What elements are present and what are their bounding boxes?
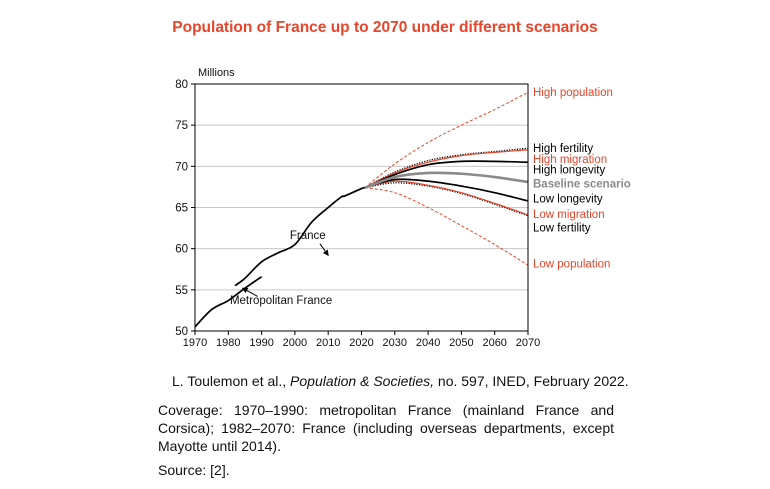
- y-axis-label: Millions: [198, 67, 235, 79]
- annotation-france: France: [290, 230, 326, 242]
- series-line-high-population: [364, 91, 529, 189]
- x-tick-label: 2060: [482, 337, 506, 349]
- scenario-label: Low migration: [533, 209, 605, 221]
- x-tick-label: 2010: [316, 337, 340, 349]
- series-line-low-fertility: [364, 182, 529, 217]
- x-tick-label: 2050: [449, 337, 473, 349]
- y-tick-label: 75: [175, 120, 188, 132]
- series-line-high-fertility: [364, 147, 529, 189]
- scenario-label: Low fertility: [533, 222, 591, 234]
- gridlines: [195, 124, 528, 291]
- coverage-note: Coverage: 1970–1990: metropolitan France…: [158, 402, 614, 454]
- annotations: France Metropolitan France: [230, 230, 332, 307]
- y-tick-label: 65: [175, 203, 188, 215]
- x-tick-label: 1980: [216, 337, 240, 349]
- scenario-label: High fertility: [533, 143, 593, 155]
- y-tick-label: 80: [175, 79, 188, 91]
- y-tick-label: 50: [175, 326, 188, 338]
- x-tick-label: 2030: [383, 337, 407, 349]
- scenario-label: High migration: [533, 154, 607, 166]
- tick-labels: 50 55 60 65 70 75 80 1970 1980 1990 2000 2010 2020 20…: [175, 79, 540, 349]
- population-chart: 50 55 60 65 70 75 80 1970 1980 1990 2000 2010 2020 20…: [175, 67, 631, 349]
- x-tick-label: 2040: [416, 337, 440, 349]
- y-tick-label: 70: [175, 161, 188, 173]
- x-tick-label: 2020: [349, 337, 373, 349]
- chart-title: Population of France up to 2070 under di…: [172, 19, 598, 36]
- series-line-high-longevity: [364, 160, 529, 189]
- x-tick-label: 1970: [183, 337, 207, 349]
- series-line-high-migration: [364, 149, 529, 189]
- series-line-low-longevity: [364, 178, 529, 202]
- scenario-label: High longevity: [533, 165, 605, 177]
- y-tick-label: 55: [175, 285, 188, 297]
- x-tick-label: 2070: [516, 337, 540, 349]
- annotation-arrow-france: [319, 243, 329, 257]
- citation: L. Toulemon et al., Population & Societi…: [172, 372, 632, 390]
- citation-authors: L. Toulemon et al.,: [172, 373, 291, 389]
- y-tick-label: 60: [175, 244, 188, 256]
- series-line-france: [234, 186, 366, 287]
- scenario-label: Low population: [533, 258, 610, 270]
- series-line-baseline-scenario: [364, 171, 529, 189]
- series-line-metropolitan-france: [194, 275, 263, 328]
- annotation-metropolitan-france: Metropolitan France: [230, 295, 332, 307]
- scenario-label: High population: [533, 87, 613, 99]
- source-note: Source: [2].: [158, 462, 230, 478]
- citation-journal: Population & Societies,: [290, 373, 435, 389]
- citation-rest: no. 597, INED, February 2022.: [434, 373, 629, 389]
- axis-ticks: [191, 83, 529, 335]
- series-line-low-migration: [364, 180, 529, 216]
- scenario-label: Baseline scenario: [533, 179, 631, 191]
- scenario-label: Low longevity: [533, 193, 603, 205]
- x-tick-label: 2000: [283, 337, 307, 349]
- series-lines: [194, 91, 529, 328]
- series-line-low-population: [364, 187, 529, 266]
- x-tick-label: 1990: [249, 337, 273, 349]
- annotation-arrow-metropolitan: [241, 287, 258, 297]
